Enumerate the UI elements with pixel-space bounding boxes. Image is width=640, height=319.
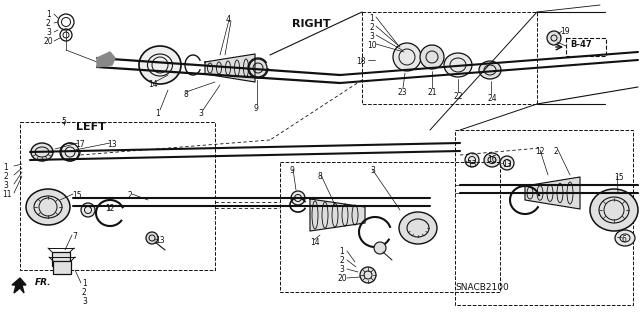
Circle shape [81, 203, 95, 217]
Text: 3: 3 [369, 32, 374, 41]
Text: 1: 1 [46, 10, 51, 19]
Text: 20: 20 [337, 274, 347, 283]
Text: 3: 3 [82, 297, 87, 306]
Ellipse shape [484, 153, 500, 167]
Polygon shape [205, 54, 255, 82]
Text: 14: 14 [148, 80, 157, 89]
Text: 10: 10 [367, 41, 376, 50]
Text: 1: 1 [369, 14, 374, 23]
Text: B-47: B-47 [570, 40, 591, 49]
Text: 7: 7 [72, 232, 77, 241]
Polygon shape [12, 278, 26, 293]
Text: 23: 23 [398, 88, 408, 97]
Text: 2: 2 [46, 19, 51, 28]
Circle shape [547, 31, 561, 45]
Text: 15: 15 [614, 173, 623, 182]
Text: LEFT: LEFT [76, 122, 106, 132]
Text: 3: 3 [198, 109, 203, 118]
Text: 15: 15 [72, 191, 82, 200]
Bar [362, 12, 537, 104]
Bar [20, 122, 215, 270]
Text: 2: 2 [339, 256, 344, 265]
Text: 13: 13 [107, 140, 116, 149]
Polygon shape [97, 52, 115, 67]
Circle shape [500, 156, 514, 170]
Text: 6: 6 [622, 235, 627, 244]
Text: 9: 9 [254, 104, 259, 113]
Text: 17: 17 [75, 140, 84, 149]
Bar [566, 38, 606, 56]
Ellipse shape [399, 212, 437, 244]
Text: 16: 16 [487, 155, 497, 164]
Text: 22: 22 [453, 92, 463, 101]
Polygon shape [310, 199, 365, 231]
Circle shape [374, 242, 386, 254]
Circle shape [465, 153, 479, 167]
Ellipse shape [31, 143, 53, 161]
Text: 4: 4 [226, 15, 231, 24]
Text: 8: 8 [183, 90, 188, 99]
Polygon shape [525, 177, 580, 209]
Ellipse shape [26, 189, 70, 225]
Text: 11: 11 [2, 190, 12, 199]
Text: 13: 13 [467, 160, 477, 169]
Text: 18: 18 [356, 57, 365, 66]
Circle shape [360, 267, 376, 283]
Text: 12: 12 [105, 204, 115, 213]
Text: 2: 2 [554, 147, 559, 156]
Text: 1: 1 [3, 163, 8, 172]
Ellipse shape [479, 61, 501, 79]
Text: 3: 3 [46, 28, 51, 37]
Text: 13: 13 [502, 160, 511, 169]
Text: 8: 8 [318, 172, 323, 181]
Text: 21: 21 [428, 88, 438, 97]
Text: 1: 1 [155, 109, 160, 118]
Bar [455, 130, 633, 305]
Text: 3: 3 [3, 181, 8, 190]
Text: 3: 3 [370, 166, 375, 175]
Text: 2: 2 [369, 23, 374, 32]
Bar [280, 162, 500, 292]
Circle shape [146, 232, 158, 244]
Circle shape [61, 143, 79, 161]
Text: 19: 19 [560, 27, 570, 36]
Ellipse shape [444, 53, 472, 77]
Text: 14: 14 [310, 238, 319, 247]
Bar [52, 252, 70, 266]
Text: 24: 24 [487, 94, 497, 103]
Text: 20: 20 [44, 37, 54, 46]
Ellipse shape [590, 189, 638, 231]
Text: 2: 2 [82, 288, 87, 297]
Text: 12: 12 [535, 147, 545, 156]
Text: 2: 2 [3, 172, 8, 181]
Text: FR.: FR. [35, 278, 51, 287]
Circle shape [249, 59, 267, 77]
Circle shape [291, 191, 305, 205]
Ellipse shape [139, 46, 181, 84]
Circle shape [393, 43, 421, 71]
Ellipse shape [615, 230, 635, 246]
Text: 1: 1 [339, 247, 344, 256]
Text: RIGHT: RIGHT [292, 19, 331, 29]
Text: 1: 1 [82, 279, 87, 288]
Text: 3: 3 [339, 265, 344, 274]
Text: 2: 2 [128, 191, 132, 200]
Circle shape [420, 45, 444, 69]
Bar [53, 261, 71, 274]
Text: 13: 13 [155, 236, 164, 245]
Text: 9: 9 [290, 166, 295, 175]
Text: SNACB2100: SNACB2100 [455, 283, 509, 292]
Text: 5: 5 [61, 117, 66, 126]
